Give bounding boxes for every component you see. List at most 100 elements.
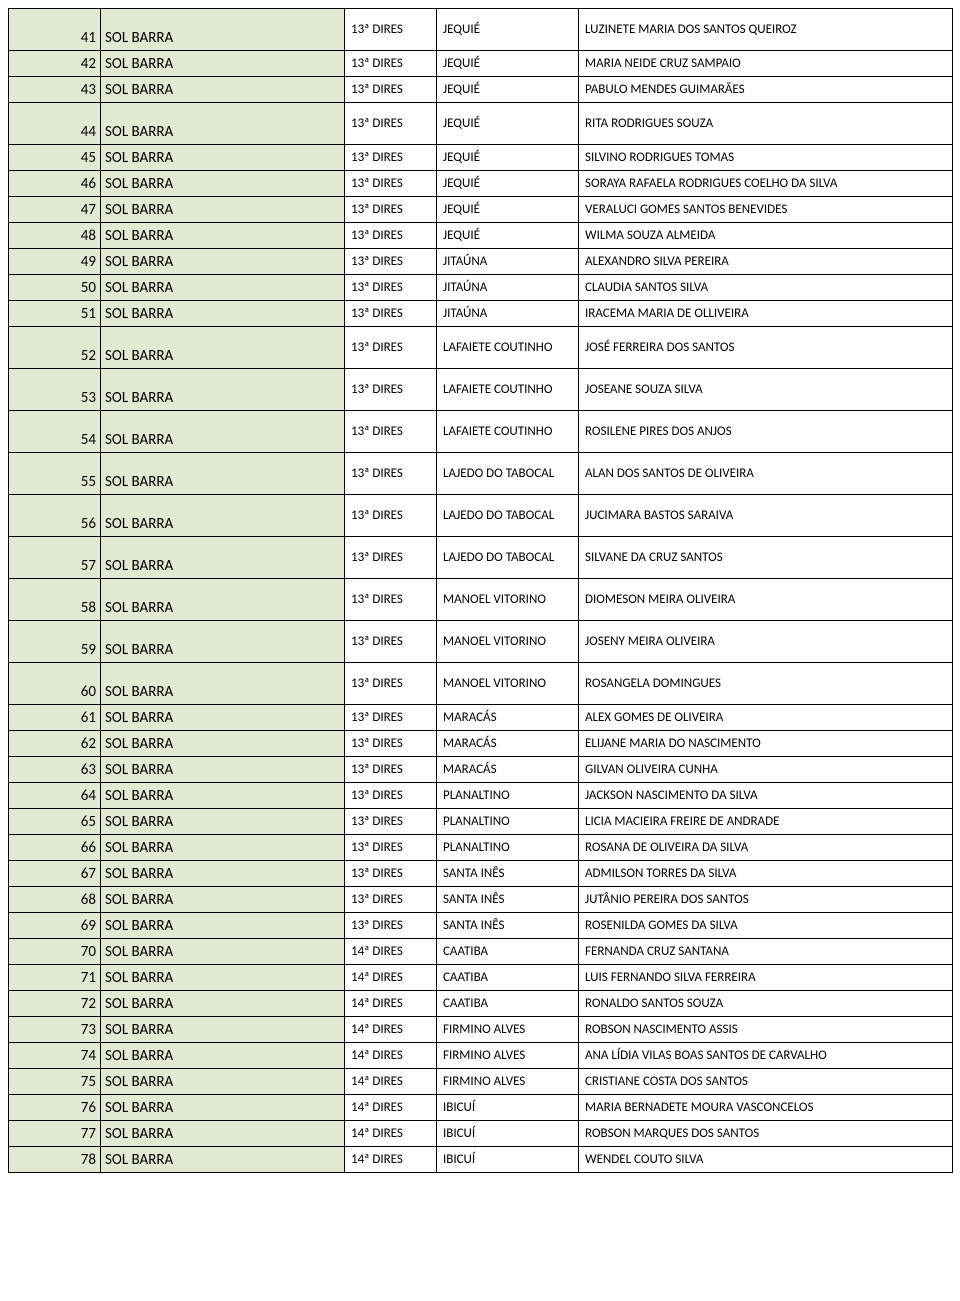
cell-name: CLAUDIA SANTOS SILVA	[579, 275, 953, 301]
cell-city: MANOEL VITORINO	[437, 621, 579, 663]
table-row: 45SOL BARRA13ª DIRESJEQUIÉSILVINO RODRIG…	[9, 145, 953, 171]
cell-city: SANTA INÊS	[437, 861, 579, 887]
cell-name: LUZINETE MARIA DOS SANTOS QUEIROZ	[579, 9, 953, 51]
cell-name: JOSÉ FERREIRA DOS SANTOS	[579, 327, 953, 369]
cell-region: SOL BARRA	[101, 835, 345, 861]
cell-city: JEQUIÉ	[437, 145, 579, 171]
cell-region: SOL BARRA	[101, 809, 345, 835]
cell-num: 58	[9, 579, 101, 621]
cell-num: 60	[9, 663, 101, 705]
cell-name: VERALUCI GOMES SANTOS BENEVIDES	[579, 197, 953, 223]
cell-city: JEQUIÉ	[437, 51, 579, 77]
table-row: 54SOL BARRA13ª DIRESLAFAIETE COUTINHOROS…	[9, 411, 953, 453]
cell-name: RONALDO SANTOS SOUZA	[579, 991, 953, 1017]
cell-region: SOL BARRA	[101, 1147, 345, 1173]
cell-num: 61	[9, 705, 101, 731]
cell-city: CAATIBA	[437, 991, 579, 1017]
cell-city: JEQUIÉ	[437, 103, 579, 145]
cell-city: IBICUÍ	[437, 1095, 579, 1121]
cell-num: 75	[9, 1069, 101, 1095]
cell-region: SOL BARRA	[101, 783, 345, 809]
cell-city: MARACÁS	[437, 731, 579, 757]
cell-num: 69	[9, 913, 101, 939]
cell-num: 55	[9, 453, 101, 495]
cell-name: ROBSON MARQUES DOS SANTOS	[579, 1121, 953, 1147]
cell-num: 78	[9, 1147, 101, 1173]
cell-name: MARIA NEIDE CRUZ SAMPAIO	[579, 51, 953, 77]
table-row: 60SOL BARRA13ª DIRESMANOEL VITORINOROSAN…	[9, 663, 953, 705]
cell-city: PLANALTINO	[437, 783, 579, 809]
cell-num: 59	[9, 621, 101, 663]
cell-city: LAJEDO DO TABOCAL	[437, 495, 579, 537]
cell-name: WENDEL COUTO SILVA	[579, 1147, 953, 1173]
table-row: 66SOL BARRA13ª DIRESPLANALTINOROSANA DE …	[9, 835, 953, 861]
table-row: 49SOL BARRA13ª DIRESJITAÚNAALEXANDRO SIL…	[9, 249, 953, 275]
cell-dires: 13ª DIRES	[345, 411, 437, 453]
cell-city: FIRMINO ALVES	[437, 1043, 579, 1069]
cell-dires: 13ª DIRES	[345, 705, 437, 731]
cell-dires: 13ª DIRES	[345, 197, 437, 223]
cell-dires: 14ª DIRES	[345, 1017, 437, 1043]
cell-city: LAFAIETE COUTINHO	[437, 411, 579, 453]
table-row: 73SOL BARRA14ª DIRESFIRMINO ALVESROBSON …	[9, 1017, 953, 1043]
cell-region: SOL BARRA	[101, 171, 345, 197]
cell-name: ELIJANE MARIA DO NASCIMENTO	[579, 731, 953, 757]
cell-dires: 13ª DIRES	[345, 621, 437, 663]
cell-region: SOL BARRA	[101, 1095, 345, 1121]
cell-region: SOL BARRA	[101, 9, 345, 51]
cell-region: SOL BARRA	[101, 327, 345, 369]
cell-num: 71	[9, 965, 101, 991]
cell-city: SANTA INÊS	[437, 887, 579, 913]
cell-dires: 13ª DIRES	[345, 9, 437, 51]
cell-region: SOL BARRA	[101, 913, 345, 939]
cell-num: 46	[9, 171, 101, 197]
cell-name: ROBSON NASCIMENTO ASSIS	[579, 1017, 953, 1043]
cell-city: JEQUIÉ	[437, 197, 579, 223]
cell-region: SOL BARRA	[101, 861, 345, 887]
cell-region: SOL BARRA	[101, 1043, 345, 1069]
cell-name: ROSENILDA GOMES DA SILVA	[579, 913, 953, 939]
cell-dires: 14ª DIRES	[345, 991, 437, 1017]
cell-region: SOL BARRA	[101, 1017, 345, 1043]
cell-name: JUTÂNIO PEREIRA DOS SANTOS	[579, 887, 953, 913]
cell-dires: 13ª DIRES	[345, 809, 437, 835]
table-row: 75SOL BARRA14ª DIRESFIRMINO ALVESCRISTIA…	[9, 1069, 953, 1095]
table-row: 72SOL BARRA14ª DIRESCAATIBARONALDO SANTO…	[9, 991, 953, 1017]
cell-num: 52	[9, 327, 101, 369]
cell-dires: 13ª DIRES	[345, 51, 437, 77]
table-row: 47SOL BARRA13ª DIRESJEQUIÉVERALUCI GOMES…	[9, 197, 953, 223]
cell-city: JITAÚNA	[437, 275, 579, 301]
cell-num: 56	[9, 495, 101, 537]
cell-dires: 13ª DIRES	[345, 301, 437, 327]
cell-num: 42	[9, 51, 101, 77]
table-row: 52SOL BARRA13ª DIRESLAFAIETE COUTINHOJOS…	[9, 327, 953, 369]
cell-dires: 13ª DIRES	[345, 537, 437, 579]
cell-city: MANOEL VITORINO	[437, 663, 579, 705]
table-row: 41SOL BARRA13ª DIRESJEQUIÉLUZINETE MARIA…	[9, 9, 953, 51]
table-row: 77SOL BARRA14ª DIRESIBICUÍROBSON MARQUES…	[9, 1121, 953, 1147]
cell-dires: 13ª DIRES	[345, 495, 437, 537]
cell-dires: 14ª DIRES	[345, 1043, 437, 1069]
cell-num: 76	[9, 1095, 101, 1121]
cell-num: 72	[9, 991, 101, 1017]
cell-dires: 13ª DIRES	[345, 223, 437, 249]
cell-region: SOL BARRA	[101, 1121, 345, 1147]
cell-region: SOL BARRA	[101, 939, 345, 965]
cell-city: SANTA INÊS	[437, 913, 579, 939]
cell-num: 49	[9, 249, 101, 275]
table-row: 74SOL BARRA14ª DIRESFIRMINO ALVESANA LÍD…	[9, 1043, 953, 1069]
table-row: 59SOL BARRA13ª DIRESMANOEL VITORINOJOSEN…	[9, 621, 953, 663]
cell-dires: 13ª DIRES	[345, 913, 437, 939]
table-row: 69SOL BARRA13ª DIRESSANTA INÊSROSENILDA …	[9, 913, 953, 939]
table-row: 46SOL BARRA13ª DIRESJEQUIÉSORAYA RAFAELA…	[9, 171, 953, 197]
cell-num: 73	[9, 1017, 101, 1043]
cell-name: IRACEMA MARIA DE OLLIVEIRA	[579, 301, 953, 327]
cell-dires: 14ª DIRES	[345, 965, 437, 991]
table-row: 43SOL BARRA13ª DIRESJEQUIÉPABULO MENDES …	[9, 77, 953, 103]
cell-name: SILVANE DA CRUZ SANTOS	[579, 537, 953, 579]
cell-name: DIOMESON MEIRA OLIVEIRA	[579, 579, 953, 621]
table-row: 78SOL BARRA14ª DIRESIBICUÍWENDEL COUTO S…	[9, 1147, 953, 1173]
table-row: 64SOL BARRA13ª DIRESPLANALTINOJACKSON NA…	[9, 783, 953, 809]
cell-region: SOL BARRA	[101, 275, 345, 301]
table-row: 70SOL BARRA14ª DIRESCAATIBAFERNANDA CRUZ…	[9, 939, 953, 965]
